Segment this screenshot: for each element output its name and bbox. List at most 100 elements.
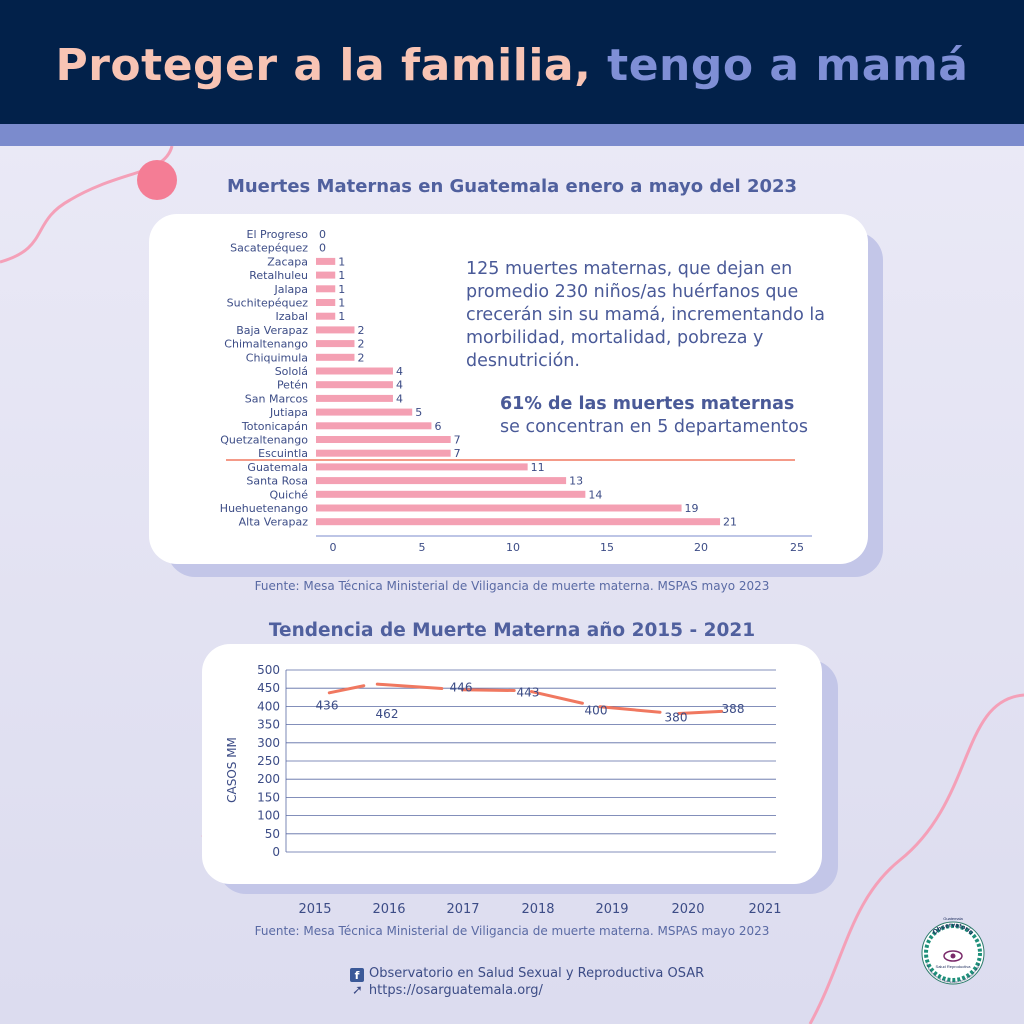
bar-category-label: Escuintla [258,447,308,460]
bar-value-label: 21 [723,516,737,529]
link-arrow-icon: ➚ [352,983,363,998]
bar [316,257,336,265]
bar-category-label: Sololá [275,365,308,378]
bar-value-label: 0 [319,228,326,241]
bar-chart-title: Muertes Maternas en Guatemala enero a ma… [226,176,798,197]
bar-category-label: Izabal [275,310,308,323]
bar-x-tick-label: 20 [694,541,708,554]
footer-url-text: https://osarguatemala.org/ [368,983,543,998]
bar [316,381,393,389]
line-card [202,644,822,884]
bar [316,326,355,334]
bar-chart: El Progreso 0 Sacatepéquez 0 Zacapa 1 Retalhul… [220,228,812,554]
bar-value-label: 1 [338,297,345,310]
header-band [0,124,1024,146]
bar [316,490,586,498]
bar [316,367,393,375]
bar-value-label: 2 [357,324,364,337]
bar [316,518,721,526]
bar-value-label: 7 [454,447,461,460]
bar [316,271,336,279]
bar-category-label: Huehuetenango [220,502,308,515]
bar-value-label: 14 [588,488,602,501]
bar-x-tick-label: 5 [419,541,426,554]
logo-text-mid: Salud Reproductiva [936,964,972,969]
line-x-tick-label: 2017 [446,902,479,917]
footer-link[interactable]: ➚ https://osarguatemala.org/ [352,983,543,998]
bar-x-tick-label: 25 [790,541,804,554]
bar-value-label: 0 [319,242,326,255]
bar-category-label: Alta Verapaz [239,516,309,529]
line-x-tick-label: 2016 [372,902,405,917]
bar [316,340,355,348]
bar-category-label: Santa Rosa [246,475,308,488]
header-bar [0,0,1024,124]
bar-category-label: Chiquimula [246,351,308,364]
line-segment [460,688,516,693]
line-y-tick-label: 200 [257,772,280,786]
bar-value-label: 19 [685,502,699,515]
highlight-text: 61% de las muertes maternas se concentra… [500,393,830,439]
line-chart: 0 50 100 150 200 250 300 350 400 450 500 CASOS MM 4… [225,663,782,917]
line-data-label: 443 [517,686,540,700]
bar [316,463,528,471]
bar-category-label: Suchitepéquez [227,297,309,310]
bar-value-label: 13 [569,475,583,488]
bar [316,299,336,306]
bar-category-label: Jalapa [273,283,308,296]
bar-category-label: Retalhuleu [249,269,308,282]
bar-category-label: Petén [277,379,308,392]
line-y-tick-label: 400 [257,699,280,713]
bar-source: Fuente: Mesa Técnica Ministerial de Vili… [254,579,770,593]
bar [316,353,355,361]
bar-value-label: 2 [357,338,364,351]
bar [316,285,336,293]
footer-facebook[interactable]: f Observatorio en Salud Sexual y Reproduc… [350,966,704,982]
bar [316,449,451,457]
bar-category-label: Quetzaltenango [220,434,308,447]
bar-value-label: 11 [531,461,545,474]
line-data-label: 436 [316,698,339,712]
line-data-label: 446 [450,681,473,695]
bar-value-label: 4 [396,392,403,405]
highlight-bold: 61% de las muertes maternas [500,394,795,414]
line-x-tick-label: 2020 [671,902,704,917]
bar-value-label: 4 [396,379,403,392]
line-x-tick-label: 2018 [521,902,554,917]
line-y-tick-label: 250 [257,754,280,768]
line-data-label: 462 [376,707,399,721]
highlight-rest: se concentran en 5 departamentos [500,417,808,437]
line-segment [375,682,444,690]
bar-value-label: 2 [357,351,364,364]
bar-value-label: 1 [338,269,345,282]
line-data-label: 388 [722,702,745,716]
page-title: Proteger a la familia, tengo a mamá [0,40,1024,91]
bar [316,436,451,443]
line-y-tick-label: 150 [257,790,280,804]
osar-logo-icon: Guatemala Observatorio Salud Reproductiv… [921,916,985,985]
bar-category-label: San Marcos [245,392,308,405]
bar-category-label: Jutiapa [269,406,308,419]
bar-category-label: Chimaltenango [224,338,308,351]
bar-category-label: Totonicapán [241,420,308,433]
line-y-tick-label: 450 [257,681,280,695]
line-y-tick-label: 500 [257,663,280,677]
line-chart-title: Tendencia de Muerte Materna año 2015 - 2… [268,620,756,641]
line-x-tick-label: 2019 [595,902,628,917]
line-y-tick-label: 300 [257,736,280,750]
summary-paragraph: 125 muertes maternas, que dejan en prome… [466,259,825,371]
line-y-tick-label: 100 [257,809,280,823]
line-x-tick-label: 2015 [298,902,331,917]
bar [316,408,413,416]
title-part-1: Proteger a la familia, [55,40,592,91]
bar-category-label: El Progreso [247,228,309,241]
line-segment [529,690,584,705]
bar [316,394,393,402]
bar-x-tick-label: 15 [600,541,614,554]
logo-small-top: Guatemala [943,916,963,921]
bar-x-tick-label: 10 [506,541,520,554]
bar-value-label: 7 [454,434,461,447]
line-y-tick-label: 350 [257,718,280,732]
line-y-tick-label: 50 [265,827,280,841]
line-segment [677,709,724,716]
